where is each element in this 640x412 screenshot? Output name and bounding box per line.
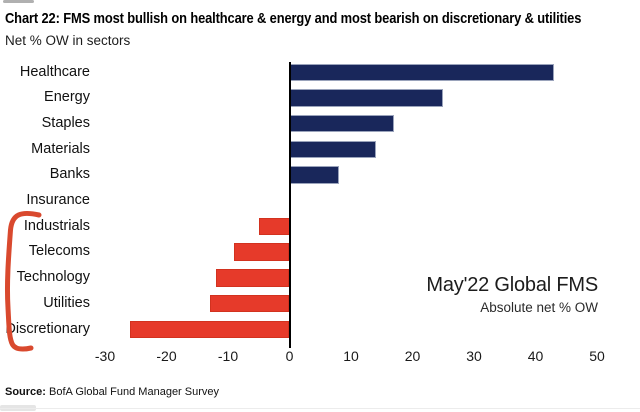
annotation-measure: Absolute net % OW (480, 300, 598, 315)
bar-discretionary (129, 320, 290, 338)
chart-subtitle: Net % OW in sectors (5, 33, 131, 48)
x-tick-0: 0 (285, 348, 294, 364)
chart-title-row: Chart 22: FMS most bullish on healthcare… (5, 10, 640, 28)
bar-telecoms (234, 243, 290, 261)
bottom-border-artifact (0, 408, 640, 409)
category-label-industrials: Industrials (23, 217, 90, 234)
bar-staples (289, 114, 395, 133)
category-label-healthcare: Healthcare (19, 63, 90, 80)
bar-technology (215, 269, 290, 287)
annotation-block: May'22 Global FMS Absolute net % OW (426, 274, 598, 315)
bar-banks (289, 166, 339, 184)
zero-axis-line (289, 62, 291, 348)
bar-healthcare (289, 63, 554, 81)
bar-energy (289, 89, 444, 107)
x-tick--20: -20 (156, 348, 177, 364)
x-tick-20: 20 (404, 348, 421, 364)
x-tick--10: -10 (217, 348, 239, 364)
category-label-discretionary: Discretionary (5, 320, 90, 337)
bar-industrials (258, 217, 290, 236)
category-label-banks: Banks (49, 166, 90, 183)
category-label-telecoms: Telecoms (28, 243, 90, 260)
red-bracket-annotation (4, 210, 42, 352)
category-label-energy: Energy (44, 89, 90, 106)
source-label: Source: (5, 386, 46, 398)
bar-utilities (209, 294, 290, 313)
category-label-insurance: Insurance (26, 192, 90, 208)
category-label-technology: Technology (16, 269, 90, 286)
chart-title: Chart 22: FMS most bullish on healthcare… (5, 10, 582, 27)
crop-artifact-top (3, 0, 34, 3)
x-tick-10: 10 (343, 348, 359, 364)
category-label-materials: Materials (31, 140, 90, 157)
x-tick--30: -30 (94, 348, 116, 364)
source-line: Source: BofA Global Fund Manager Survey (5, 386, 219, 398)
annotation-survey-name: May'22 Global FMS (426, 274, 598, 296)
source-text: BofA Global Fund Manager Survey (49, 386, 220, 398)
category-label-utilities: Utilities (43, 294, 90, 311)
x-tick-30: 30 (466, 348, 482, 364)
x-tick-40: 40 (527, 348, 544, 364)
x-tick-50: 50 (589, 348, 605, 364)
category-label-staples: Staples (41, 114, 90, 131)
bar-materials (289, 140, 376, 159)
